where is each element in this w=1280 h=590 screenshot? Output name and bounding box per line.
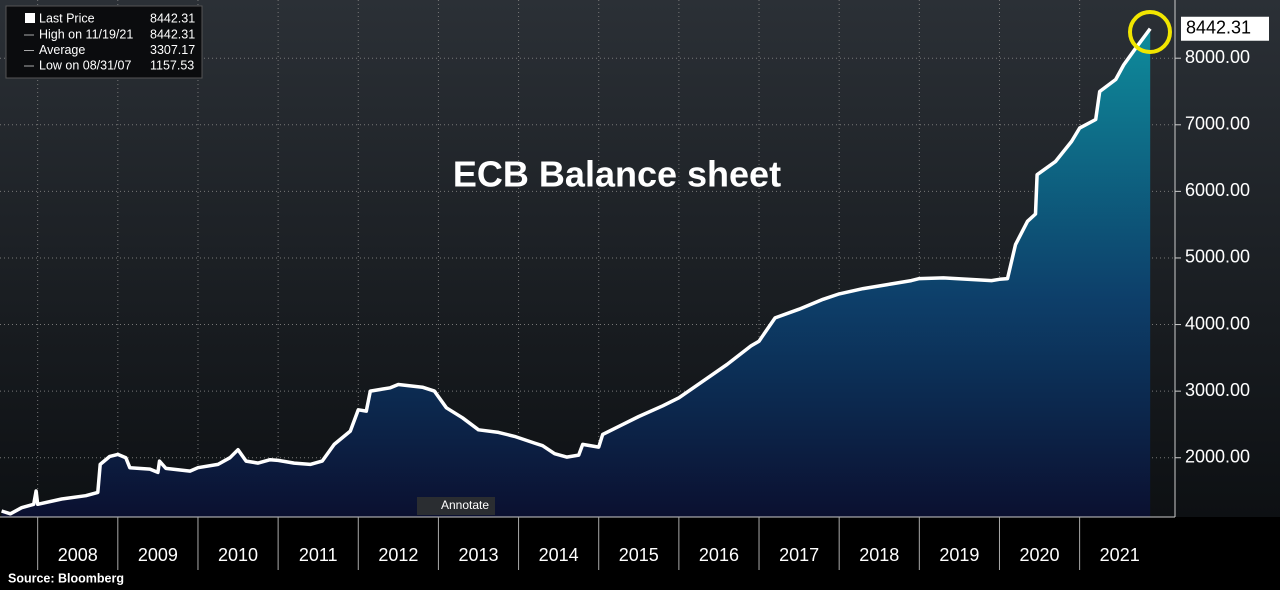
x-axis-band — [0, 517, 1280, 570]
annotate-button[interactable] — [417, 497, 495, 515]
legend-value: 3307.17 — [150, 43, 195, 57]
x-tick-label: 2013 — [458, 545, 498, 565]
y-tick-label: 7000.00 — [1185, 114, 1250, 134]
last-value-label: 8442.31 — [1186, 17, 1251, 37]
x-tick-label: 2019 — [939, 545, 979, 565]
legend-swatch — [25, 13, 35, 23]
x-tick-label: 2015 — [619, 545, 659, 565]
y-tick-label: 8000.00 — [1185, 47, 1250, 67]
legend-value: 8442.31 — [150, 27, 195, 41]
y-tick-label: 3000.00 — [1185, 380, 1250, 400]
y-tick-label: 5000.00 — [1185, 247, 1250, 267]
y-tick-label: 6000.00 — [1185, 180, 1250, 200]
source: Source: Bloomberg — [8, 571, 124, 585]
chart-title: ECB Balance sheet — [453, 154, 781, 195]
highlight-circle — [1128, 10, 1172, 54]
line — [1, 27, 1152, 516]
legend-value: 8442.31 — [150, 11, 195, 25]
x-tick-label: 2011 — [299, 545, 338, 565]
annotate-label[interactable]: Annotate — [441, 498, 489, 512]
legend-label: High on 11/19/21 — [39, 27, 133, 41]
legend-label: Last Price — [39, 11, 95, 25]
x-tick-label: 2020 — [1020, 545, 1060, 565]
legend-box — [5, 5, 203, 79]
y-tick-label: 2000.00 — [1185, 446, 1250, 466]
x-tick-label: 2017 — [779, 545, 819, 565]
legend-label: Low on 08/31/07 — [39, 58, 131, 72]
x-tick-label: 2012 — [378, 545, 418, 565]
legend-value: 1157.53 — [150, 58, 194, 72]
y-tick-label: 4000.00 — [1185, 313, 1250, 333]
x-tick-label: 2021 — [1100, 545, 1140, 565]
x-tick-label: 2014 — [539, 545, 579, 565]
x-tick-label: 2018 — [859, 545, 899, 565]
x-tick-label: 2016 — [699, 545, 739, 565]
x-tick-label: 2010 — [218, 545, 258, 565]
legend-label: Average — [39, 43, 85, 57]
x-tick-label: 2008 — [58, 545, 98, 565]
area — [1, 28, 1151, 517]
x-tick-label: 2009 — [138, 545, 178, 565]
last-value-box — [1181, 16, 1269, 41]
